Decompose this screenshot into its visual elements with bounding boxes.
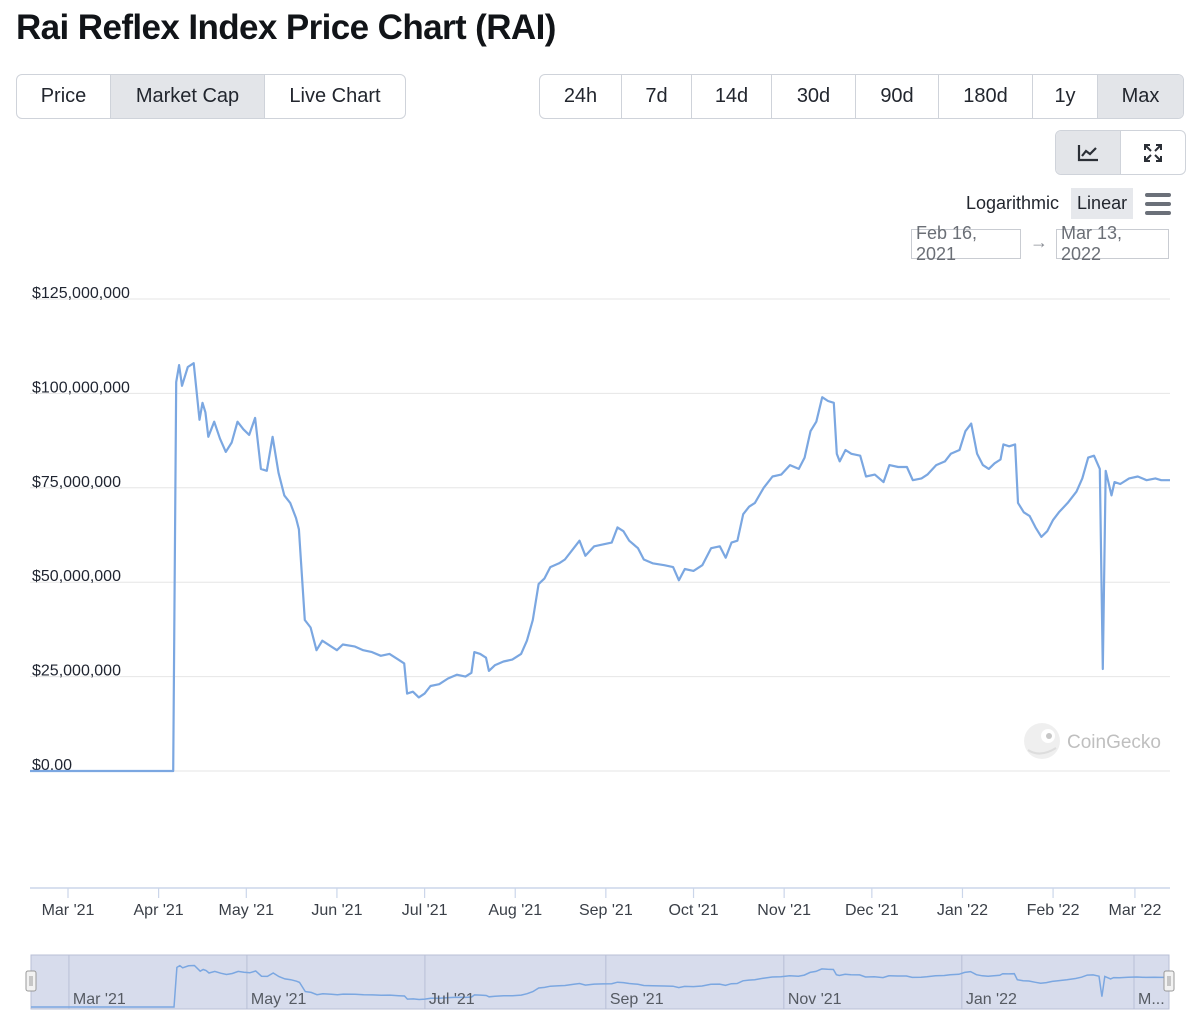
x-tick-label: Sep '21: [579, 902, 633, 919]
x-tick-label: Mar '22: [1108, 902, 1161, 919]
range-navigator[interactable]: Mar '21 May '21 Jul '21 Sep '21 Nov '21 Jan '…: [0, 945, 1200, 1015]
coingecko-watermark: CoinGecko: [1024, 723, 1161, 759]
range-7d[interactable]: 7d: [622, 75, 692, 118]
tab-market-cap[interactable]: Market Cap: [111, 75, 265, 118]
navigator-grid: [68, 955, 1135, 1009]
fullscreen-button[interactable]: [1121, 131, 1185, 174]
y-tick-label: $100,000,000: [32, 379, 130, 396]
watermark-text: CoinGecko: [1067, 732, 1161, 753]
date-to-input[interactable]: Mar 13, 2022: [1056, 223, 1169, 264]
scale-selector: Logarithmic Linear: [960, 188, 1172, 219]
navigator-tick-label: Jan '22: [966, 991, 1017, 1008]
navigator-right-handle[interactable]: [1163, 970, 1175, 992]
range-180d[interactable]: 180d: [939, 75, 1033, 118]
coingecko-logo-icon: [1024, 723, 1060, 759]
navigator-tick-label: Jul '21: [429, 991, 475, 1008]
x-tick-label: Jun '21: [311, 902, 362, 919]
y-tick-label: $0.00: [32, 757, 72, 774]
navigator-ticks: Mar '21 May '21 Jul '21 Sep '21 Nov '21 Jan '…: [73, 991, 1165, 1008]
x-tick-label: Aug '21: [488, 902, 542, 919]
navigator-tick-label: Mar '21: [73, 991, 126, 1008]
date-range-arrow: →: [1030, 232, 1048, 252]
x-tick-label: Oct '21: [668, 902, 718, 919]
x-tick-label: May '21: [219, 902, 275, 919]
tab-price[interactable]: Price: [17, 75, 111, 118]
x-tick-label: Dec '21: [845, 902, 899, 919]
date-from-input[interactable]: Feb 16, 2021: [911, 223, 1021, 264]
line-chart-button[interactable]: [1056, 131, 1121, 174]
range-1y[interactable]: 1y: [1033, 75, 1098, 118]
x-tick-label: Jul '21: [402, 902, 448, 919]
market-cap-line[interactable]: [30, 362, 1170, 773]
x-tick-label: Apr '21: [134, 902, 184, 919]
line-chart-icon: [1077, 144, 1098, 161]
x-tick-label: Jan '22: [937, 902, 988, 919]
navigator-selection[interactable]: [30, 954, 1170, 1010]
scale-linear[interactable]: Linear: [1071, 188, 1134, 219]
market-cap-chart: $0.00 $25,000,000 $50,000,000 $75,000,000 $1…: [30, 285, 1170, 919]
fullscreen-icon: [1144, 143, 1162, 162]
navigator-left-handle[interactable]: [25, 970, 37, 992]
page-title: Rai Reflex Index Price Chart (RAI): [16, 8, 556, 47]
range-14d[interactable]: 14d: [692, 75, 772, 118]
range-24h[interactable]: 24h: [540, 75, 622, 118]
scale-logarithmic[interactable]: Logarithmic: [966, 193, 1060, 213]
y-tick-label: $25,000,000: [32, 663, 121, 680]
navigator-tick-label: Sep '21: [610, 991, 664, 1008]
x-tick-label: Feb '22: [1027, 902, 1080, 919]
x-tick-label: Nov '21: [757, 902, 811, 919]
range-max[interactable]: Max: [1098, 75, 1183, 118]
y-tick-label: $75,000,000: [32, 474, 121, 491]
chart-grid: [30, 298, 1170, 772]
range-30d[interactable]: 30d: [772, 75, 856, 118]
navigator-line: [31, 964, 1169, 1008]
y-tick-label: $125,000,000: [32, 285, 130, 302]
tab-live-chart[interactable]: Live Chart: [289, 85, 381, 107]
x-axis-ticks: Mar '21 Apr '21 May '21 Jun '21 Jul '21 Aug '…: [42, 888, 1161, 919]
time-range-tabs: 24h 7d 14d 30d 90d 180d 1y Max: [539, 74, 1184, 119]
data-type-tabs: Price Market Cap Live Chart: [16, 74, 406, 119]
navigator-tick-label: M...: [1138, 991, 1165, 1008]
range-90d[interactable]: 90d: [856, 75, 939, 118]
y-axis-labels: $0.00 $25,000,000 $50,000,000 $75,000,000 $1…: [32, 285, 130, 774]
chart-tools: [1055, 130, 1186, 175]
x-tick-label: Mar '21: [42, 902, 95, 919]
navigator-tick-label: May '21: [251, 991, 307, 1008]
y-tick-label: $50,000,000: [32, 568, 121, 585]
navigator-tick-label: Nov '21: [788, 991, 842, 1008]
hamburger-menu-icon[interactable]: [1145, 192, 1172, 215]
